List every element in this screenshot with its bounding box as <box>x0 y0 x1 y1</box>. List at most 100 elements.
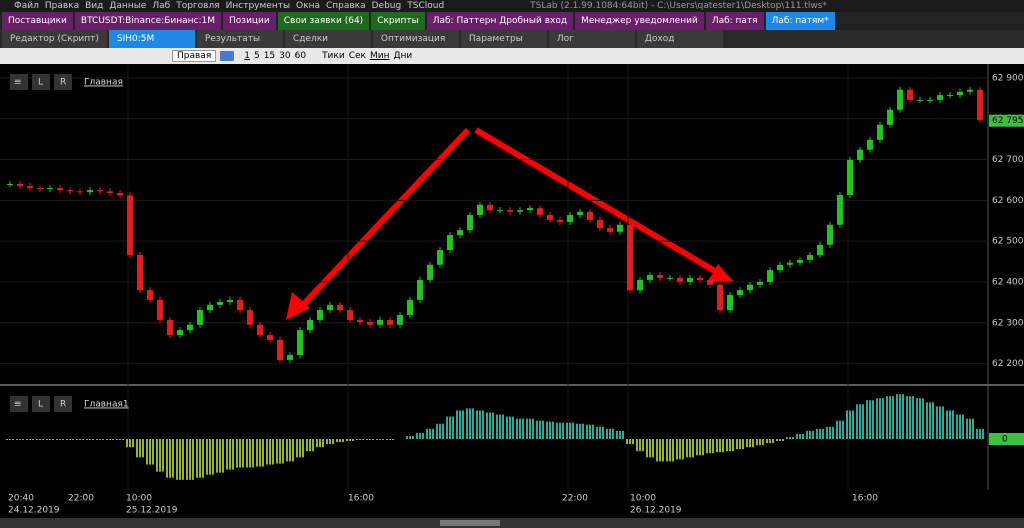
candle <box>127 195 133 256</box>
pane-button-label[interactable]: R <box>60 78 66 88</box>
unit[interactable]: Мин <box>369 51 390 61</box>
unit[interactable]: Тики <box>322 51 345 61</box>
candle <box>577 211 583 216</box>
candle <box>467 215 473 231</box>
candle <box>227 299 233 302</box>
x-tick-label: 22:00 <box>68 494 94 504</box>
pane-button-label[interactable]: L <box>38 400 43 410</box>
tab-bar: Поставщики BTCUSDT:Binance:Бинанс:1M Позиц… <box>0 12 1024 30</box>
candle <box>927 99 933 101</box>
candle <box>727 295 733 311</box>
subtab[interactable]: Лог <box>548 30 635 48</box>
candle <box>327 304 333 311</box>
candle <box>237 299 243 311</box>
subtab[interactable]: SIH0:5M <box>108 30 195 48</box>
subtab[interactable]: Сделки <box>284 30 371 48</box>
tab[interactable]: Лаб: патям* <box>765 12 835 30</box>
y-tick-label: 62 900 <box>992 73 1024 83</box>
unit[interactable]: Сек <box>348 51 366 61</box>
candle <box>627 224 633 291</box>
window-title: TSLab (2.1.99.1084:64bit) - C:\Users\qat… <box>530 1 827 11</box>
menu-item[interactable]: TSCloud <box>407 1 445 11</box>
interval[interactable]: 30 <box>279 51 291 61</box>
color-box[interactable] <box>220 51 235 61</box>
candle <box>217 301 223 305</box>
candle <box>337 304 343 311</box>
pane-button-label[interactable]: R <box>60 400 66 410</box>
candle <box>27 186 33 189</box>
dropdown[interactable]: Правая <box>172 50 217 62</box>
candle <box>907 89 913 100</box>
menu-button <box>10 74 28 90</box>
unit[interactable]: Дни <box>393 51 413 61</box>
tab[interactable]: Скрипты <box>371 12 425 30</box>
subtab[interactable]: Оптимизация <box>372 30 459 48</box>
subtab[interactable]: Результаты <box>196 30 283 48</box>
tab[interactable]: Поставщики <box>2 12 73 30</box>
x-tick-label: 22:00 <box>562 494 588 504</box>
candle <box>497 210 503 212</box>
candle <box>527 208 533 211</box>
candle <box>97 190 103 192</box>
candle <box>847 159 853 196</box>
y-tick-label: 62 300 <box>992 318 1024 328</box>
subtab-bar: Редактор (Скрипт) SIH0:5M Результаты Сделки… <box>0 30 1024 48</box>
interval[interactable]: 1 <box>244 51 250 61</box>
interval[interactable]: 5 <box>253 51 260 61</box>
last-price-box <box>989 114 1024 127</box>
candle <box>657 275 663 278</box>
menu-item[interactable]: Инструменты <box>225 1 291 11</box>
candle <box>457 230 463 236</box>
candle <box>567 215 573 222</box>
candle <box>707 279 713 285</box>
candle <box>857 149 863 160</box>
candle <box>487 204 493 211</box>
menu-item[interactable]: Лаб <box>152 1 171 11</box>
tab[interactable]: Менеджер уведомлений <box>575 12 704 30</box>
menu-item[interactable]: Торговля <box>176 1 220 11</box>
tab[interactable]: Лаб: Паттерн Дробный вход <box>426 12 574 30</box>
candle <box>767 270 773 282</box>
tab[interactable]: Позиции <box>223 12 276 30</box>
candle <box>287 355 293 360</box>
candle <box>437 250 443 265</box>
menu-item[interactable]: Вид <box>85 1 104 11</box>
candle <box>427 264 433 280</box>
y-tick-label: 62 400 <box>992 277 1024 287</box>
subtab[interactable]: Параметры <box>460 30 547 48</box>
subtab[interactable]: Доход <box>636 30 723 48</box>
candle <box>917 99 923 101</box>
candle <box>687 277 693 282</box>
candle <box>67 190 73 192</box>
candle <box>267 335 273 340</box>
tab[interactable]: Свои заявки (64) <box>277 12 370 30</box>
menu-item[interactable]: Окна <box>296 1 320 11</box>
candle <box>47 188 53 190</box>
interval[interactable]: 15 <box>263 51 276 61</box>
candle <box>417 279 423 300</box>
interval[interactable]: 60 <box>294 51 307 61</box>
candle <box>667 277 673 279</box>
menu-item[interactable]: Данные <box>109 1 147 11</box>
menu-item[interactable]: Файл <box>14 1 39 11</box>
candle <box>317 310 323 320</box>
subtab[interactable]: Редактор (Скрипт) <box>2 30 107 48</box>
candle <box>557 219 563 222</box>
menu-icon: ≡ <box>14 78 22 88</box>
pane-button-label[interactable]: L <box>38 78 43 88</box>
candle <box>827 224 833 245</box>
candle <box>367 321 373 325</box>
candle <box>307 319 313 331</box>
candle <box>547 215 553 220</box>
x-tick-label: 10:00 <box>126 494 152 504</box>
menu-item[interactable]: Debug <box>371 1 402 11</box>
candle <box>807 255 813 260</box>
menu-item[interactable]: Правка <box>44 1 80 11</box>
candle <box>747 284 753 291</box>
candle <box>157 299 163 320</box>
tab[interactable]: BTCUSDT:Binance:Бинанс:1M <box>74 12 222 30</box>
menu-item[interactable]: Справка <box>325 1 366 11</box>
tab[interactable]: Лаб: патя <box>705 12 764 30</box>
candle <box>17 184 23 187</box>
